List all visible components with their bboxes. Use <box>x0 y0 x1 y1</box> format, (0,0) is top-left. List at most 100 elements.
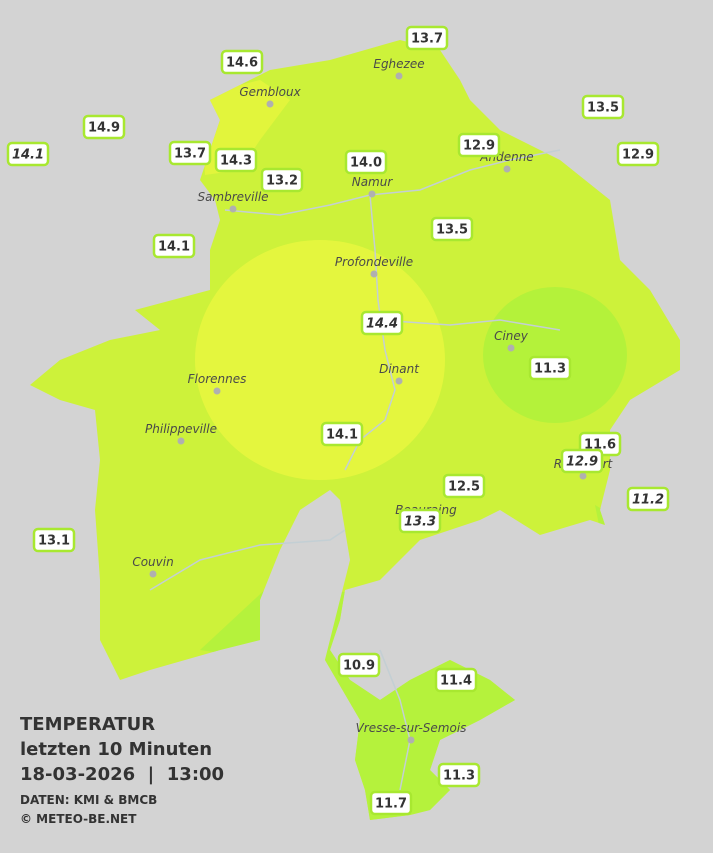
rivers <box>149 149 561 791</box>
station-box <box>430 216 474 242</box>
station-value: 14.4 <box>366 317 398 332</box>
station: 11.3 <box>437 762 481 788</box>
station-value: 14.6 <box>226 56 258 71</box>
station-value: 12.9 <box>463 139 495 154</box>
city-label: Philippeville <box>145 422 217 436</box>
station: 11.2 <box>626 486 670 512</box>
station-value: 12.9 <box>566 455 598 470</box>
source: DATEN: KMI & BMCB <box>20 793 157 807</box>
station: 12.9 <box>616 141 660 167</box>
station: 14.1 <box>6 141 50 167</box>
city-dot <box>503 165 511 173</box>
station: 14.0 <box>344 149 388 175</box>
title: TEMPERATUR <box>20 714 155 735</box>
city-label: Dinant <box>379 362 420 376</box>
station-box <box>437 762 481 788</box>
station-value: 11.7 <box>375 797 407 812</box>
city-dot <box>149 570 157 578</box>
city-dot <box>213 387 221 395</box>
station-box <box>616 141 660 167</box>
station: 12.5 <box>442 473 486 499</box>
city-label: Profondeville <box>335 255 413 269</box>
city-label: Florennes <box>188 372 247 386</box>
station: 13.5 <box>581 94 625 120</box>
station-box <box>32 527 76 553</box>
station: 11.7 <box>369 790 413 816</box>
datetime: 18-03-2026 | 13:00 <box>20 764 224 785</box>
station-value: 11.3 <box>534 362 566 377</box>
station-box <box>434 667 478 693</box>
station: 12.9 <box>560 448 604 474</box>
station-value: 11.4 <box>440 674 472 689</box>
station-box <box>581 94 625 120</box>
station-box <box>168 140 212 166</box>
station-value: 11.3 <box>443 769 475 784</box>
station-value: 12.9 <box>622 148 654 163</box>
station-box <box>214 147 258 173</box>
station: 14.1 <box>152 233 196 259</box>
station: 11.4 <box>434 667 478 693</box>
station: 12.9 <box>457 132 501 158</box>
city-dot <box>229 205 237 213</box>
city-label: Vresse-sur-Semois <box>356 721 467 735</box>
station: 13.7 <box>405 25 449 51</box>
station-value: 14.9 <box>88 121 120 136</box>
city-dot <box>395 377 403 385</box>
station-value: 13.3 <box>404 515 436 530</box>
station-value: 14.1 <box>326 428 358 443</box>
station-value: 12.5 <box>448 480 480 495</box>
station-value: 11.2 <box>632 493 664 508</box>
station-value: 14.3 <box>220 154 252 169</box>
station: 10.9 <box>337 652 381 678</box>
station-box <box>398 508 442 534</box>
station-value: 13.5 <box>587 101 619 116</box>
station-box <box>82 114 126 140</box>
station-box <box>337 652 381 678</box>
station: 14.4 <box>360 310 404 336</box>
station-box <box>152 233 196 259</box>
city-label: Ciney <box>494 329 529 343</box>
station-value: 14.1 <box>158 240 190 255</box>
city-dot <box>370 270 378 278</box>
station-box <box>405 25 449 51</box>
city-dot <box>266 100 274 108</box>
station-value: 10.9 <box>343 659 375 674</box>
station-box <box>626 486 670 512</box>
city-dot <box>368 190 376 198</box>
city-dot <box>579 472 587 480</box>
city-dot <box>507 344 515 352</box>
station-box <box>457 132 501 158</box>
station-box <box>320 421 364 447</box>
station-value: 13.1 <box>38 534 70 549</box>
station-value: 14.1 <box>12 148 44 163</box>
station: 11.3 <box>528 355 572 381</box>
subtitle: letzten 10 Minuten <box>20 739 212 760</box>
station-box <box>220 49 264 75</box>
station-box <box>360 310 404 336</box>
station-value: 13.5 <box>436 223 468 238</box>
station-box <box>528 355 572 381</box>
station-box <box>344 149 388 175</box>
station-box <box>369 790 413 816</box>
city-label: Couvin <box>132 555 173 569</box>
city-dot <box>407 736 415 744</box>
copyright: © METEO-BE.NET <box>20 812 137 826</box>
station: 14.6 <box>220 49 264 75</box>
station: 13.1 <box>32 527 76 553</box>
station-value: 13.7 <box>174 147 206 162</box>
station-value: 13.2 <box>266 174 298 189</box>
station: 14.9 <box>82 114 126 140</box>
city-label: Gembloux <box>239 85 301 99</box>
station-box <box>442 473 486 499</box>
station-box <box>6 141 50 167</box>
station-value: 13.7 <box>411 32 443 47</box>
station: 13.3 <box>398 508 442 534</box>
station-box <box>560 448 604 474</box>
station: 13.2 <box>260 167 304 193</box>
city-label: Namur <box>352 175 394 189</box>
city-label: Eghezee <box>373 57 424 71</box>
station: 14.1 <box>320 421 364 447</box>
city-label: Sambreville <box>197 190 268 204</box>
city-dot <box>395 72 403 80</box>
